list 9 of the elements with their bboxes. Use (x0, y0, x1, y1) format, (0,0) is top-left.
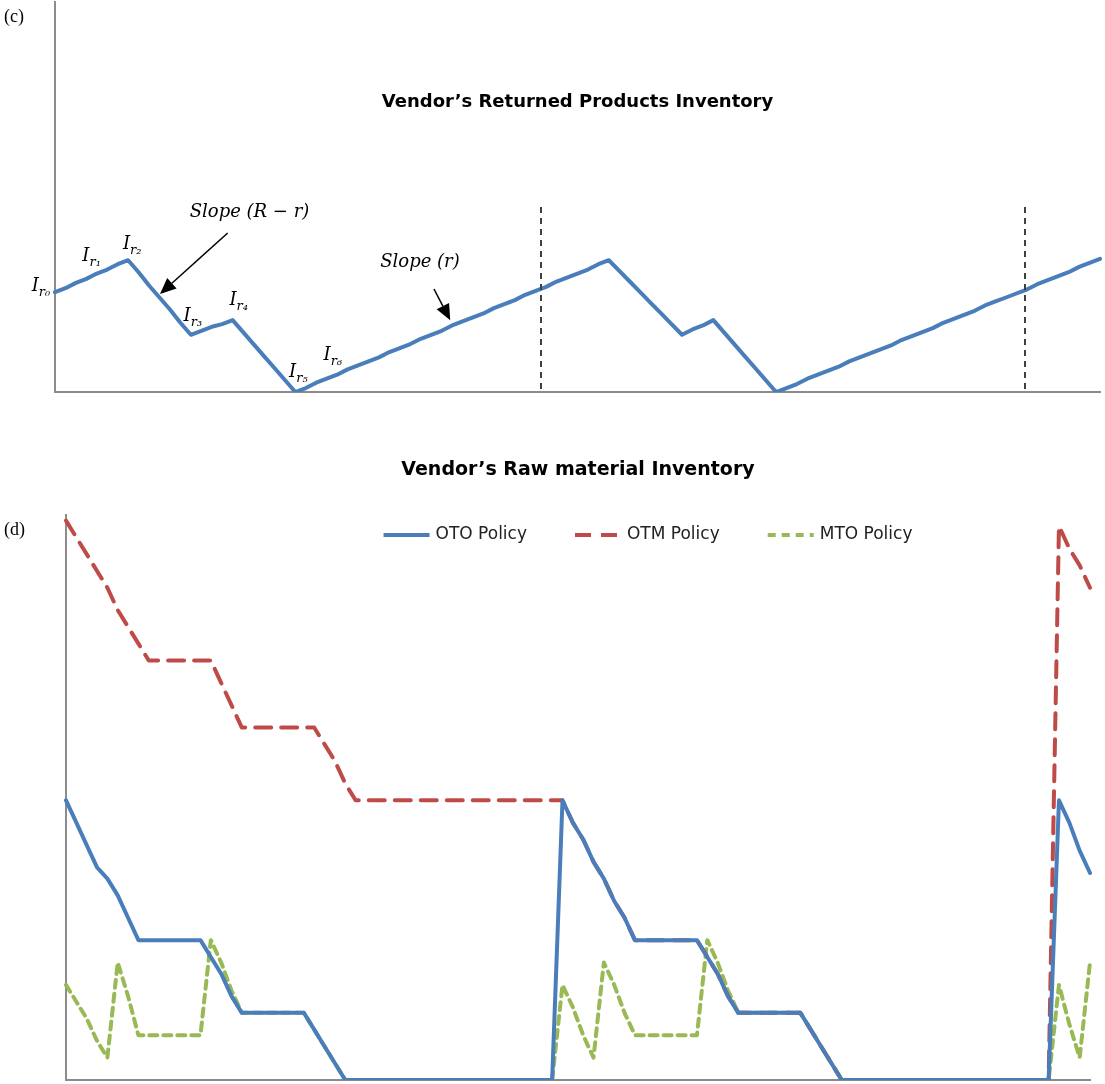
text: (d) (4, 518, 25, 540)
legend-label: MTO Policy (819, 523, 913, 544)
legend-label: OTM Policy (626, 523, 720, 544)
chart-title: Vendor’s Raw material Inventory (401, 456, 756, 479)
annotation: Slope (r) (380, 249, 460, 271)
legend-label: OTO Policy (435, 523, 527, 544)
text: (c) (4, 5, 24, 27)
text: Slope (R − r) (189, 200, 310, 222)
chart-title: Vendor’s Returned Products Inventory (381, 89, 774, 111)
